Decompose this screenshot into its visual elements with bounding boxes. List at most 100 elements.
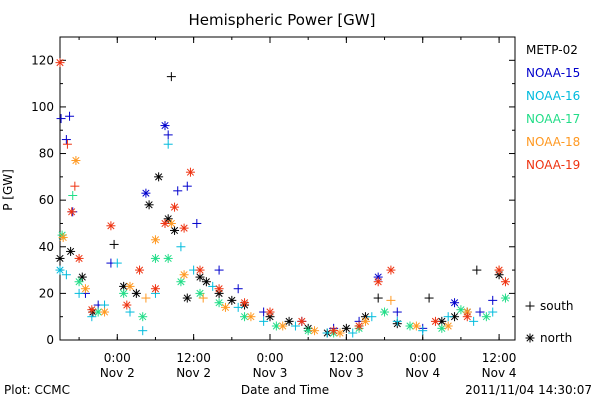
plot-frame-layer [59,36,516,341]
data-point-noaa-15-north [450,298,460,308]
data-point-noaa-19-north [329,326,339,336]
x-tick-label-time: 12:00 [482,351,517,365]
data-point-noaa-15-south [488,295,498,305]
data-point-metp-02-north [341,323,351,333]
data-point-noaa-16-south [367,312,377,322]
data-point-noaa-18-north [71,156,81,166]
data-point-noaa-17-north [163,253,173,263]
data-point-noaa-15-south [56,114,66,124]
data-point-noaa-19-south [62,139,72,149]
data-point-noaa-15-south [233,284,243,294]
data-point-noaa-16-south [112,258,122,268]
data-point-noaa-16-south [61,270,71,280]
data-point-noaa-15-north [160,121,170,131]
marker-legend-label-south: south [540,299,574,313]
data-point-noaa-17-north [481,312,491,322]
data-point-noaa-19-north [122,300,132,310]
data-point-noaa-15-south [61,135,71,145]
data-point-noaa-17-north [437,323,447,333]
x-tick-label-time: 12:00 [329,351,364,365]
chart-title: Hemispheric Power [GW] [189,11,376,29]
data-point-noaa-16-south [163,139,173,149]
legend-entry-noaa-16: NOAA-16 [526,89,580,103]
data-point-metp-02-south [109,239,119,249]
footer-timestamp: 2011/11/04 14:30:07 [465,383,592,397]
data-point-noaa-19-north [462,312,472,322]
x-tick-label-time: 0:00 [257,351,284,365]
data-point-metp-02-south [166,72,176,82]
data-point-noaa-16-south [125,307,135,317]
data-point-noaa-16-south [233,302,243,312]
legend: METP-02 NOAA-15 NOAA-16 NOAA-17 NOAA-18 NOAA-… [526,43,580,172]
data-point-noaa-19-north [500,277,510,287]
data-point-noaa-15-south [163,130,173,140]
data-point-noaa-19-north [67,207,77,217]
data-point-noaa-15-south [475,307,485,317]
data-point-noaa-16-south [290,321,300,331]
data-point-noaa-17-north [380,307,390,317]
data-point-noaa-18-south [198,293,208,303]
y-tick-label: 120 [31,53,54,67]
data-point-noaa-18-north [443,321,453,331]
data-point-noaa-16-south [259,316,269,326]
x-tick-label-date: Nov 3 [329,366,364,380]
data-point-noaa-19-north [430,316,440,326]
data-point-noaa-17-south [68,190,78,200]
data-point-noaa-18-north [125,281,135,291]
data-point-metp-02-north [284,316,294,326]
data-point-noaa-15-north [141,188,151,198]
data-point-noaa-19-north [106,221,116,231]
data-point-metp-02-south [373,293,383,303]
data-point-noaa-19-north [494,265,504,275]
data-point-noaa-19-north [386,265,396,275]
legend-entry-noaa-15: NOAA-15 [526,66,580,80]
data-point-metp-02-north [131,288,141,298]
data-point-noaa-16-south [392,316,402,326]
data-point-noaa-15-south [214,265,224,275]
x-tick-label-time: 0:00 [104,351,131,365]
plot-area-border [59,36,516,341]
data-points-layer [55,58,510,338]
y-tick-label: 0 [46,333,54,347]
x-axis-label: Date and Time [241,383,329,397]
x-tick-label-date: Nov 3 [253,366,288,380]
data-point-metp-02-north [201,277,211,287]
data-point-noaa-15-south [192,218,202,228]
data-point-noaa-18-north [411,321,421,331]
data-point-noaa-19-north [214,284,224,294]
data-point-noaa-16-south [176,242,186,252]
data-point-noaa-19-north [185,167,195,177]
data-point-noaa-17-north [214,298,224,308]
data-point-noaa-18-north [58,232,68,242]
data-point-noaa-18-north [335,328,345,338]
data-point-noaa-19-north [74,253,84,263]
data-point-noaa-19-north [160,218,170,228]
legend-entry-noaa-18: NOAA-18 [526,135,580,149]
data-point-noaa-17-north [119,288,129,298]
x-tick-label-date: Nov 2 [176,366,211,380]
footer-source: Plot: CCMC [4,383,70,397]
data-point-metp-02-north [170,225,180,235]
x-tick-label-time: 12:00 [176,351,211,365]
data-point-noaa-16-south [418,326,428,336]
x-tick-label-time: 0:00 [409,351,436,365]
data-point-noaa-19-north [170,202,180,212]
y-axis-label: P [GW] [1,169,15,211]
data-point-noaa-15-south [392,307,402,317]
marker-legend: south north [525,299,574,345]
marker-legend-symbol-south [525,301,535,311]
data-point-noaa-19-north [240,298,250,308]
y-tick-label: 40 [39,240,54,254]
legend-entry-noaa-19: NOAA-19 [526,158,580,172]
y-tick-label: 100 [31,100,54,114]
data-point-noaa-16-south [138,326,148,336]
data-point-noaa-17-north [176,277,186,287]
data-point-noaa-17-north [500,293,510,303]
data-point-metp-02-south [472,265,482,275]
data-point-noaa-18-north [179,270,189,280]
data-point-noaa-19-north [297,316,307,326]
marker-legend-symbol-north [525,333,535,343]
